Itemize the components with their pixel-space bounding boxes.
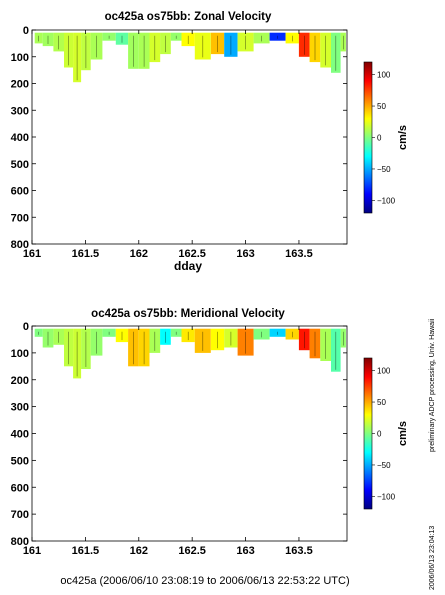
meridional-colorbar: 100 50 0 −50 −100 cm/s [363,357,409,510]
y-tick-label: 600 [11,482,29,494]
colorbar-tick-label: 0 [377,430,382,439]
y-tick-label: 100 [11,52,29,64]
x-tick-label: 163.5 [285,545,313,557]
y-tick-label: 400 [11,132,29,144]
x-tick-label: 162.5 [178,545,206,557]
zonal-data-layer [34,32,346,83]
zonal-chart-title: oc425a os75bb: Zonal Velocity [105,11,272,23]
colorbar-ramp [363,357,373,510]
y-tick-label: 200 [11,375,29,387]
colorbar-tick-label: 50 [377,398,386,407]
meridional-chart-title: oc425a os75bb: Meridional Velocity [91,308,285,320]
x-tick-label: 162.5 [178,248,206,260]
x-tick-label: 162 [130,545,148,557]
x-tick-label: 161.5 [72,248,100,260]
y-tick-label: 200 [11,79,29,91]
y-tick-label: 300 [11,402,29,414]
colorbar-tick-label: −100 [377,492,396,501]
colorbar-tick-label: 50 [377,102,386,111]
meridional-velocity-panel: oc425a os75bb: Meridional Velocity 0 100 2… [11,308,348,557]
x-tick-label: 163 [236,248,254,260]
colorbar-tick-label: 100 [377,367,391,376]
colorbar-tick-label: −50 [377,165,391,174]
x-tick-label: 161 [23,545,41,557]
y-tick-label: 700 [11,509,29,521]
y-tick-label: 800 [11,536,29,548]
y-tick-label: 0 [23,321,29,333]
y-tick-label: 400 [11,429,29,441]
meridional-data-layer [34,328,346,379]
x-tick-label: 161 [23,248,41,260]
processing-timestamp: 2006/06/13 23:04:13 [429,526,436,590]
y-tick-label: 500 [11,159,29,171]
y-tick-label: 500 [11,455,29,467]
zonal-colorbar: 100 50 0 −50 −100 cm/s [363,61,409,214]
y-tick-label: 800 [11,239,29,251]
x-tick-label: 161.5 [72,545,100,557]
colorbar-ramp [363,61,373,214]
y-tick-label: 700 [11,212,29,224]
colorbar-tick-label: −50 [377,461,391,470]
colorbar-unit-label: cm/s [397,421,409,446]
x-tick-label: 162 [130,248,148,260]
colorbar-tick-label: 0 [377,134,382,143]
zonal-x-axis-label: dday [174,259,202,273]
y-tick-label: 100 [11,348,29,360]
x-tick-label: 163 [236,545,254,557]
x-tick-label: 163.5 [285,248,313,260]
colorbar-unit-label: cm/s [397,125,409,150]
zonal-velocity-panel: oc425a os75bb: Zonal Velocity 0 100 200 300… [11,11,348,273]
y-tick-label: 300 [11,105,29,117]
processing-note: preliminary ADCP processing, Univ. Hawai… [429,318,436,452]
footer-time-range: oc425a (2006/06/10 23:08:19 to 2006/06/1… [60,575,349,587]
y-tick-label: 600 [11,186,29,198]
colorbar-tick-label: −100 [377,196,396,205]
colorbar-tick-label: 100 [377,71,391,80]
y-tick-label: 0 [23,25,29,37]
